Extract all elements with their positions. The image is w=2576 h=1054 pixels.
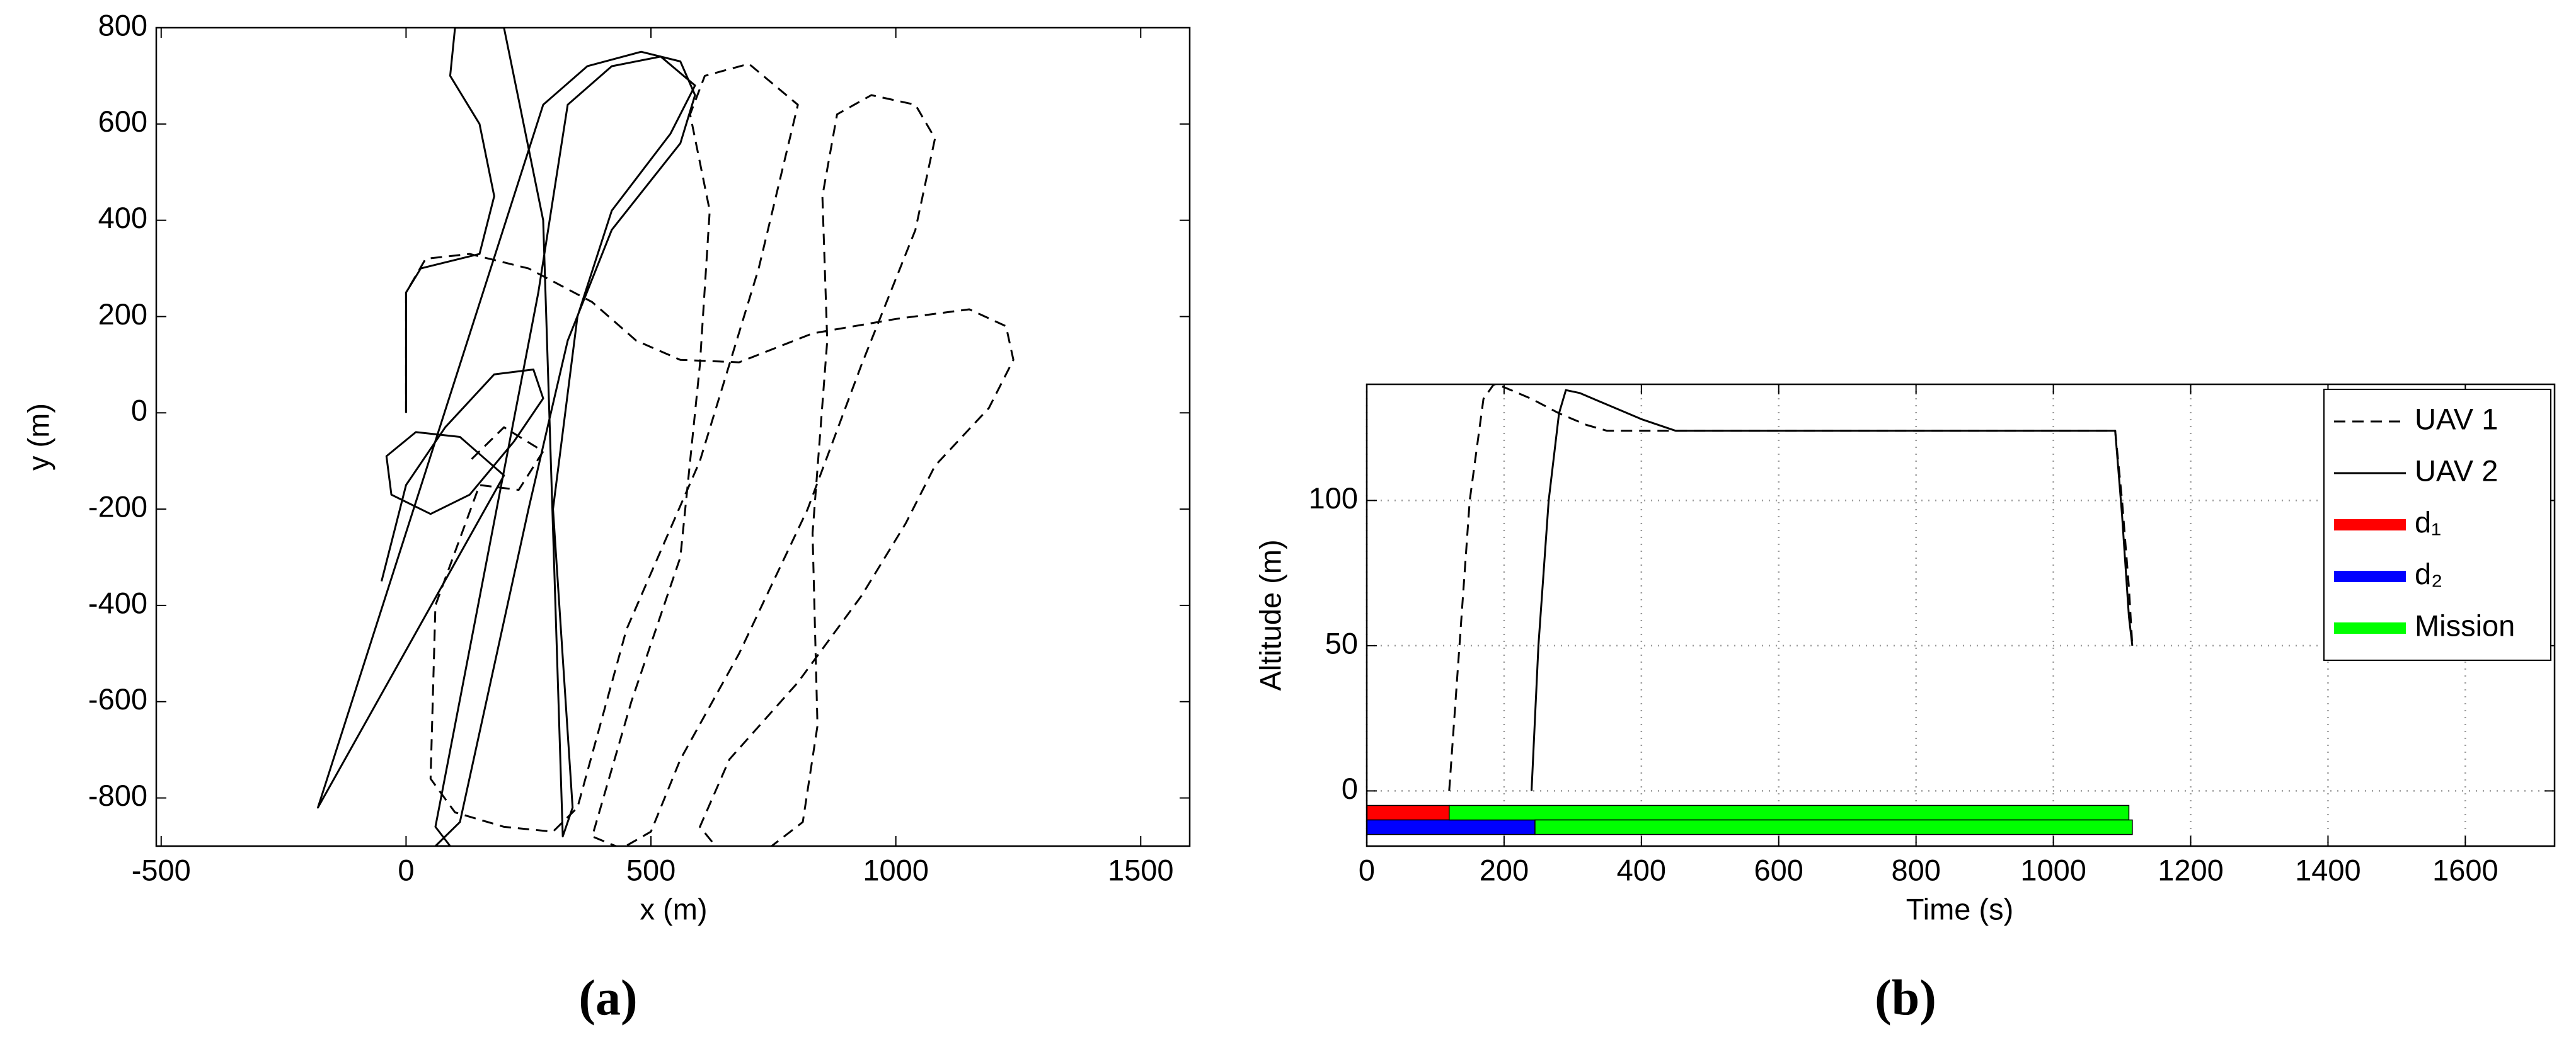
x-tick-label: 400 [1617,853,1666,886]
y-axis-label: y (m) [21,403,55,471]
trajectory-line [1448,384,2134,791]
panel-label: (b) [1875,970,1936,1026]
x-tick-label: -500 [132,853,191,886]
task-bar [1449,805,2130,821]
y-tick-label: 800 [98,8,147,42]
plot-area [156,28,1190,846]
x-axis-label: x (m) [640,892,707,925]
x-axis-label: Time (s) [1906,892,2014,925]
y-tick-label: -800 [88,779,147,812]
y-tick-label: 400 [98,201,147,234]
y-tick-label: -200 [88,490,147,524]
axes-frame [1366,383,2556,847]
y-axis-label: Altitude (m) [1253,539,1287,690]
x-tick-label: 1200 [2158,853,2224,886]
legend-swatch [2334,519,2406,530]
y-tick-label: 50 [1325,626,1358,660]
trajectory-line [405,62,1015,846]
legend-swatch [2334,571,2406,582]
x-tick-label: 600 [1754,853,1803,886]
chart: 0 200 400 600 800 1000 1200 1400 1600 0 50 100 Time … [1253,383,2556,1026]
y-tick-label: -400 [88,586,147,619]
y-tick-label: -600 [88,682,147,716]
trajectory-line [317,28,696,846]
y-tick-label: 0 [131,394,147,427]
task-bar [1366,819,1536,835]
panel-label: (a) [578,970,637,1026]
x-tick-label: 1400 [2295,853,2361,886]
trajectory-line [1531,389,2134,791]
legend-swatch [2334,622,2406,634]
task-bar [1534,819,2133,835]
x-tick-label: 1000 [863,853,929,886]
y-tick-label: 600 [98,105,147,138]
chart: -500 0 500 1000 1500 -800 -600 -400 -200 0 200 400 6… [21,8,1191,1026]
x-tick-label: 0 [1359,853,1375,886]
x-tick-label: 1500 [1108,853,1174,886]
x-tick-label: 800 [1891,853,1940,886]
legend-label: UAV 2 [2415,454,2498,487]
axes-frame [155,26,1191,847]
legend-label: d₂ [2415,557,2442,590]
x-tick-label: 200 [1480,853,1529,886]
x-tick-label: 1000 [2020,853,2086,886]
task-bar [1366,805,1450,821]
legend-label: UAV 1 [2415,402,2498,435]
x-tick-label: 500 [626,853,676,886]
y-tick-label: 200 [98,297,147,331]
x-tick-label: 0 [398,853,414,886]
x-tick-label: 1600 [2432,853,2498,886]
legend-label: Mission [2415,609,2515,642]
y-tick-label: 0 [1342,772,1358,805]
legend: UAV 1 UAV 2 d₁ d₂ Mission [2323,389,2551,661]
legend-label: d₁ [2415,505,2441,539]
y-tick-label: 100 [1309,481,1358,515]
